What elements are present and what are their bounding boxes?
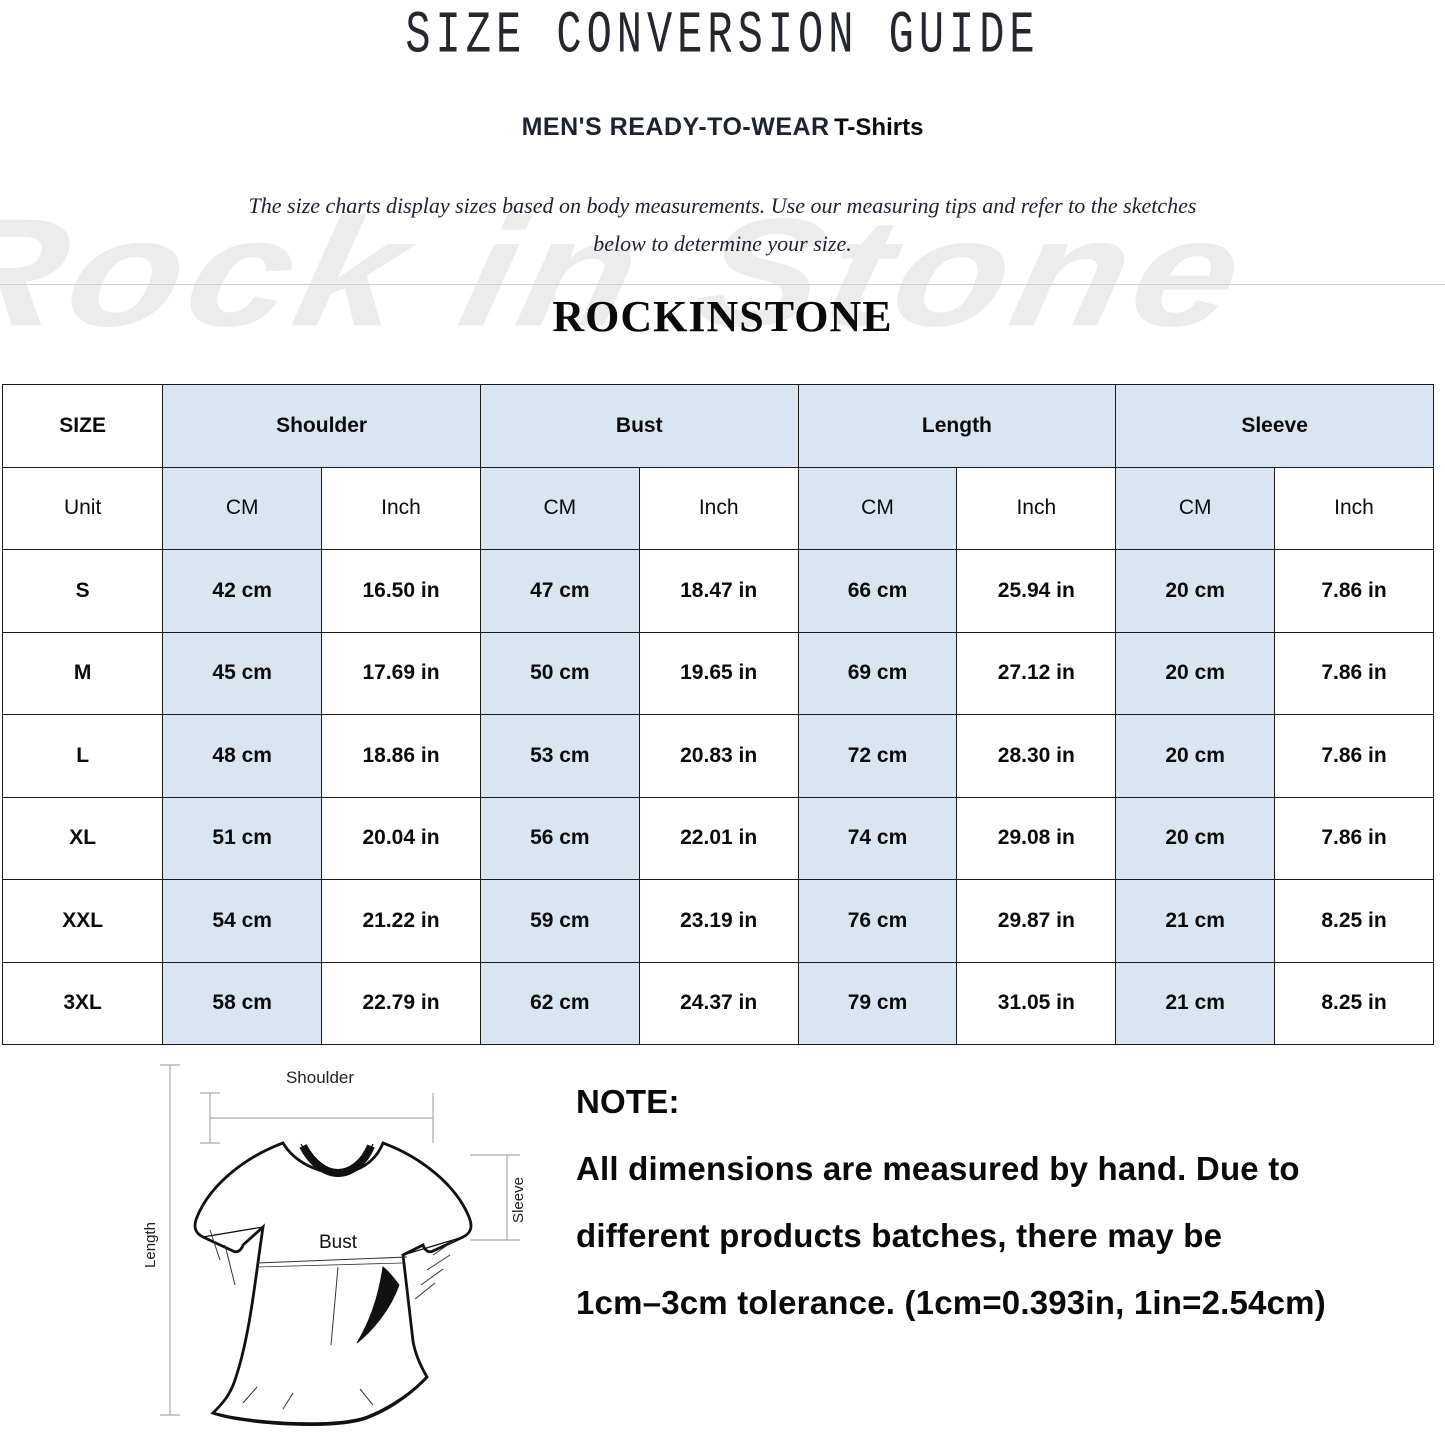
svg-text:Length: Length [142,1222,159,1268]
svg-text:Shoulder: Shoulder [286,1068,354,1087]
svg-text:Sleeve: Sleeve [510,1177,527,1223]
svg-text:Bust: Bust [319,1232,358,1253]
